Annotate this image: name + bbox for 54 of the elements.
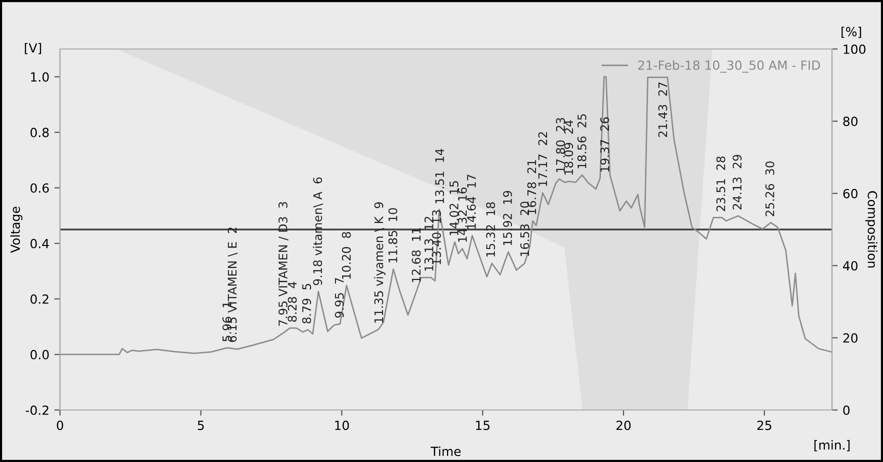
annotation: 10.20 8 [342, 232, 351, 279]
legend-label: 21-Feb-18 10_30_50 AM - FID [638, 60, 820, 73]
y2-tick-label: 60 [843, 188, 858, 198]
annotation: 16.78 21 [527, 160, 536, 214]
annotation: 24.13 29 [732, 154, 742, 210]
y2-tick-label: 20 [843, 333, 858, 343]
y-tick-label: 0.0 [30, 350, 49, 360]
x-tick-label: 15 [476, 420, 490, 430]
annotation: 25.26 30 [765, 161, 774, 216]
annotation: 12.68 11 [412, 228, 421, 282]
annotation: 18.09 24 [564, 120, 574, 175]
annotation: 14.32 16 [458, 188, 467, 242]
y-tick-label: 1.0 [31, 72, 49, 82]
y2-tick-label: 80 [843, 116, 858, 126]
text: [min.] [814, 440, 850, 452]
annotation: 11.85 10 [388, 208, 398, 262]
y-tick-label: 0.2 [30, 294, 48, 304]
y-tick-label: 0.6 [30, 183, 49, 193]
x-tick-label: 0 [56, 420, 64, 430]
y2-axis-title: Composition [865, 191, 878, 268]
annotation: 13.13 12 [424, 216, 434, 271]
annotation: 14.02 15 [450, 181, 458, 236]
y-tick-label: 0.4 [30, 238, 49, 248]
annotation: 17.80 23 [556, 118, 565, 172]
x-tick-label: 10 [335, 420, 349, 430]
annotation: 8.28 4 [288, 282, 297, 322]
y2-tick-label: 40 [843, 261, 858, 271]
text: [%] [842, 26, 862, 38]
y2-tick-label: 100 [844, 44, 866, 54]
line-series [60, 76, 832, 356]
x-tick-label: 20 [616, 420, 631, 430]
annotation: 9.18 vitamen\ A 6 [312, 177, 323, 286]
annotation: 11.35 viyamen \ K 9 [374, 202, 386, 323]
annotation: 19.37 26 [600, 117, 610, 172]
annotation: 23.51 28 [716, 156, 726, 212]
annotation: 15.32 18 [486, 202, 496, 257]
y-tick-label: 0.8 [30, 128, 49, 138]
annotation: 18.56 25 [577, 114, 586, 168]
x-tick-label: 25 [757, 420, 772, 430]
text: [V] [24, 42, 42, 54]
x-axis-title: Time [430, 446, 461, 456]
y2-tick-label: 0 [843, 405, 850, 415]
annotation: 15.92 19 [503, 190, 512, 246]
annotation: 13.51 14 [435, 148, 444, 204]
annotation: 9.95 7 [334, 278, 344, 318]
y-tick-label: -0.2 [26, 405, 48, 415]
annotation: 8.79 5 [302, 284, 312, 324]
y-axis-title: Voltage [10, 206, 22, 253]
annotation: 17.17 22 [538, 132, 548, 186]
annotation: 14.64 17 [466, 174, 476, 229]
annotation: 21.43 27 [658, 82, 668, 137]
x-tick-label: 5 [198, 420, 204, 430]
annotation: 13.40 13 [432, 210, 441, 264]
annotation: 7.95 VITAMEN / D3 3 [278, 202, 288, 326]
